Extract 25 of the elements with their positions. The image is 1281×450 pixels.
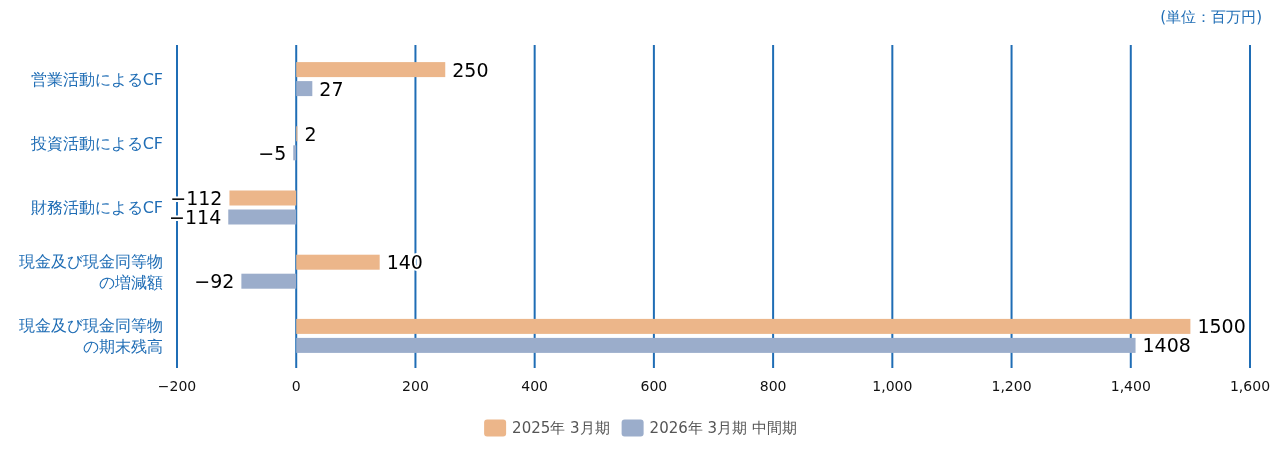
- y-tick-label: 投資活動によるCF: [30, 133, 163, 153]
- x-tick-label: 0: [291, 378, 301, 394]
- data-label: −5: [258, 141, 287, 164]
- data-label: 2: [304, 122, 317, 145]
- data-label: 250: [452, 58, 489, 81]
- x-tick-label: 800: [759, 378, 787, 394]
- y-tick-label: 財務活動によるCF: [30, 198, 163, 217]
- data-label: 1500: [1197, 315, 1246, 338]
- x-tick-label: 1,400: [1110, 378, 1151, 394]
- y-tick-label: 現金及び現金同等物の期末残高: [19, 315, 163, 356]
- y-tick-label: 現金及び現金同等物の増減額: [19, 251, 163, 292]
- x-tick-label: 1,000: [872, 378, 913, 394]
- data-label: 27: [319, 77, 344, 100]
- x-tick-label: 1,600: [1229, 378, 1271, 394]
- y-tick-label: 営業活動によるCF: [30, 69, 163, 89]
- data-label: 1408: [1142, 334, 1191, 357]
- legend-label: 2026年 3月期 中間期: [649, 419, 797, 437]
- legend-label: 2025年 3月期: [512, 419, 610, 437]
- annotation: (単位：百万円): [1160, 8, 1262, 26]
- x-tick-label: 600: [640, 378, 668, 394]
- x-tick-label: −200: [157, 378, 197, 394]
- x-tick-label: 1,200: [991, 378, 1032, 394]
- x-tick-label: 200: [402, 378, 429, 394]
- data-label: −92: [194, 270, 235, 293]
- x-tick-label: 400: [521, 378, 549, 394]
